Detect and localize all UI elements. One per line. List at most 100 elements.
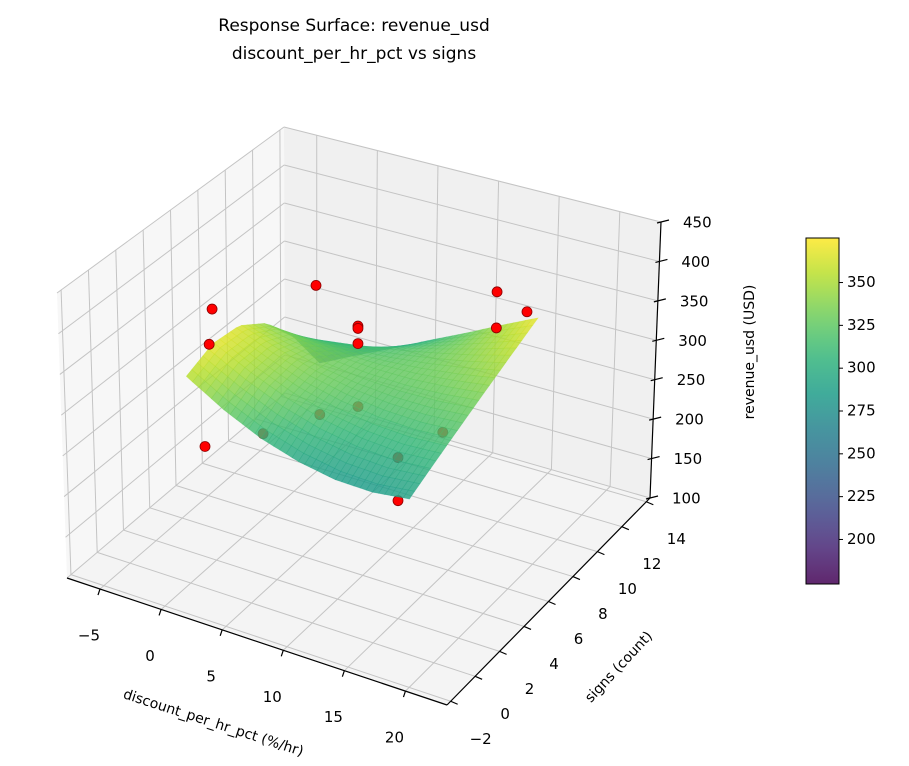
x-tick-mark xyxy=(219,629,223,637)
z-tick-label: 400 xyxy=(681,253,710,271)
z-tick-mark xyxy=(647,455,660,461)
grid-line-z-left xyxy=(56,126,285,294)
x-tick-label: 0 xyxy=(145,647,155,665)
grid-line-z-back xyxy=(284,164,660,262)
grid-line-y-floor xyxy=(202,462,574,578)
x-tick-label: 15 xyxy=(324,708,343,726)
colorbar-tick-label: 325 xyxy=(847,316,876,334)
z-tick-mark xyxy=(655,258,668,264)
y-tick-mark xyxy=(597,551,605,556)
grid-line-z-left xyxy=(58,164,285,335)
y-tick-label: 12 xyxy=(642,555,661,573)
y-tick-label: 10 xyxy=(618,580,637,598)
scatter-points-front xyxy=(199,279,533,452)
x-tick-mark xyxy=(402,690,407,698)
colorbar: 200 225 250 275 300 325 350 xyxy=(805,237,876,585)
y-tick-mark xyxy=(621,526,630,531)
colorbar-gradient xyxy=(806,238,839,584)
data-point xyxy=(352,338,364,349)
grid-line-y-wall xyxy=(115,249,124,531)
y-tick-mark xyxy=(548,600,556,606)
x-tick-mark xyxy=(280,650,284,657)
z-tick-label: 250 xyxy=(677,371,706,389)
grid-line-z-back xyxy=(284,240,657,341)
z-tick-label: 200 xyxy=(675,411,704,429)
x-tick-label: 5 xyxy=(206,667,216,685)
x-tick-label: 20 xyxy=(385,729,404,747)
grid-line-x-wall xyxy=(609,211,621,487)
data-point xyxy=(203,338,215,350)
grid-line-y-wall xyxy=(87,269,98,553)
x-tick-label: −5 xyxy=(78,627,100,645)
grid-line-z-back xyxy=(284,278,655,381)
grid-line-y-floor xyxy=(175,485,549,602)
left-wall-pane xyxy=(57,127,285,578)
z-tick-label: 150 xyxy=(674,450,703,468)
grid-line-z-back xyxy=(283,126,662,223)
x-tick-mark xyxy=(341,670,345,677)
y-tick-label: 0 xyxy=(500,705,510,723)
floor-pane xyxy=(67,393,650,705)
grid-line-y-floor xyxy=(123,529,500,652)
y-tick-mark xyxy=(450,700,458,705)
y-tick-mark xyxy=(499,650,507,655)
y-tick-label: 4 xyxy=(549,655,559,673)
y-tick-label: 6 xyxy=(574,630,584,648)
grid-line-z-left xyxy=(62,278,285,457)
x-axis-line xyxy=(66,577,448,706)
y-tick-label: −2 xyxy=(470,730,492,748)
y-tick-mark xyxy=(646,501,654,506)
grid-line-y-wall xyxy=(142,229,151,508)
grid-line-x-wall xyxy=(492,181,500,453)
chart-title-line-1: Response Surface: revenue_usd xyxy=(218,16,489,36)
data-point xyxy=(521,306,533,318)
z-tick-label: 100 xyxy=(672,490,701,508)
colorbar-tick-label: 250 xyxy=(847,444,876,462)
grid-line-z-left xyxy=(60,240,285,416)
z-tick-label: 300 xyxy=(678,332,707,350)
x-tick-mark xyxy=(158,609,162,616)
grid-line-y-floor xyxy=(70,574,451,702)
y-tick-label: 8 xyxy=(598,605,608,623)
colorbar-tick-label: 275 xyxy=(847,402,876,420)
axes-panes xyxy=(57,127,661,705)
data-point xyxy=(490,322,502,334)
data-point xyxy=(199,441,211,452)
grid-line-y-wall xyxy=(197,189,203,464)
chart-title-line-2: discount_per_hr_pct vs signs xyxy=(232,44,477,64)
grid-line-y-wall xyxy=(170,209,177,486)
axis-lines xyxy=(66,219,670,706)
grid-line-z-back xyxy=(284,202,658,302)
colorbar-tick-label: 200 xyxy=(847,530,876,548)
y-tick-mark xyxy=(523,625,532,630)
data-point xyxy=(310,279,322,291)
grid-line-x-wall xyxy=(550,196,560,470)
z-tick-mark xyxy=(650,377,663,382)
z-tick-mark xyxy=(653,298,667,303)
x-tick-label: 10 xyxy=(263,688,282,706)
data-point xyxy=(352,323,364,334)
grid-line-y-floor xyxy=(97,551,476,677)
y-tick-mark xyxy=(474,675,483,680)
z-tick-label: 450 xyxy=(683,214,712,232)
response-surface xyxy=(185,317,539,500)
z-tick-mark xyxy=(652,337,665,342)
colorbar-tick-label: 225 xyxy=(847,487,876,505)
x-tick-mark xyxy=(97,588,101,596)
z-axis-label: revenue_usd (USD) xyxy=(742,285,758,420)
data-point xyxy=(491,286,503,298)
z-tick-label: 350 xyxy=(680,292,709,310)
y-tick-label: 2 xyxy=(525,680,535,698)
colorbar-tick-label: 300 xyxy=(847,359,876,377)
y-axis-label: signs (count) xyxy=(582,628,656,706)
grid-line-y-floor xyxy=(149,507,525,627)
y-tick-mark xyxy=(572,576,581,581)
colorbar-tick-label: 350 xyxy=(847,273,876,291)
y-tick-label: 14 xyxy=(667,530,686,548)
z-axis-line xyxy=(649,221,662,499)
data-point xyxy=(206,303,218,315)
grid-line-y-floor xyxy=(228,440,598,553)
z-tick-mark xyxy=(648,416,662,421)
